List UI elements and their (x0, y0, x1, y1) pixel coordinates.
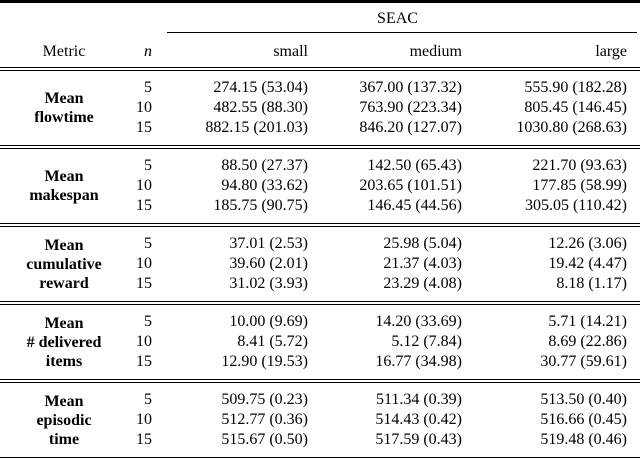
table-row: 15 515.67 (0.50) 517.59 (0.43) 519.48 (0… (0, 430, 640, 459)
cell-medium: 146.45 (44.56) (367, 197, 462, 214)
cell-small: 88.50 (27.37) (221, 157, 308, 174)
table-row: Mean # delivered items 5 10.00 (9.69) 14… (0, 303, 640, 370)
cell-small: 10.00 (9.69) (229, 313, 308, 330)
cell-large: 12.26 (3.06) (548, 235, 627, 252)
cell-small: 482.55 (88.30) (213, 99, 308, 116)
seac-underline-rule (167, 32, 637, 33)
cell-large: 305.05 (110.42) (524, 197, 627, 214)
table-row: 10 512.77 (0.36) 514.43 (0.42) 516.66 (0… (0, 410, 640, 430)
cell-large: 5.71 (14.21) (548, 313, 627, 330)
cell-medium: 14.20 (33.69) (375, 313, 462, 330)
n-value: 15 (136, 353, 152, 370)
table-row: Mean cumulative reward 5 37.01 (2.53) 25… (0, 225, 640, 292)
cell-medium: 367.00 (137.32) (359, 79, 462, 96)
seac-group-header: SEAC (155, 2, 640, 33)
cell-small: 94.80 (33.62) (221, 177, 308, 194)
cell-medium: 16.77 (34.98) (375, 353, 462, 370)
cell-medium: 517.59 (0.43) (375, 431, 462, 448)
column-header-small: small (273, 43, 308, 60)
table-row: 15 12.90 (19.53) 16.77 (34.98) 30.77 (59… (0, 352, 640, 381)
n-value: 5 (144, 79, 152, 96)
metric-label: Mean # delivered items (26, 314, 102, 370)
column-header-large: large (595, 43, 627, 60)
metric-label: Mean cumulative reward (26, 236, 102, 292)
metric-label: Mean flowtime (34, 90, 94, 126)
cell-small: 12.90 (19.53) (221, 353, 308, 370)
cell-large: 1030.80 (268.63) (516, 119, 627, 136)
cell-large: 221.70 (93.63) (532, 157, 627, 174)
n-value: 10 (136, 333, 152, 350)
table-row: 15 31.02 (3.93) 23.29 (4.08) 8.18 (1.17) (0, 274, 640, 303)
cell-large: 19.42 (4.47) (548, 255, 627, 272)
n-value: 10 (136, 411, 152, 428)
table-row: Mean episodic time 5 509.75 (0.23) 511.3… (0, 381, 640, 448)
cell-small: 31.02 (3.93) (229, 275, 308, 292)
cell-medium: 23.29 (4.08) (383, 275, 462, 292)
table-header: SEAC Metric n small medium large (0, 2, 640, 69)
table-row: Mean makespan 5 88.50 (27.37) 142.50 (65… (0, 147, 640, 204)
cell-large: 8.69 (22.86) (548, 333, 627, 350)
cell-small: 185.75 (90.75) (213, 197, 308, 214)
column-header-n: n (144, 43, 152, 60)
section-mean-makespan: Mean makespan 5 88.50 (27.37) 142.50 (65… (0, 147, 640, 225)
section-mean-flowtime: Mean flowtime 5 274.15 (53.04) 367.00 (1… (0, 69, 640, 147)
n-value: 10 (136, 255, 152, 272)
section-mean-cumulative-reward: Mean cumulative reward 5 37.01 (2.53) 25… (0, 225, 640, 303)
cell-small: 274.15 (53.04) (213, 79, 308, 96)
n-value: 15 (136, 119, 152, 136)
header-spacer (0, 2, 155, 34)
n-value: 10 (136, 177, 152, 194)
table-row: 15 185.75 (90.75) 146.45 (44.56) 305.05 … (0, 196, 640, 225)
table-row: 15 882.15 (201.03) 846.20 (127.07) 1030.… (0, 118, 640, 147)
n-value: 15 (136, 275, 152, 292)
n-value: 15 (136, 197, 152, 214)
n-value: 5 (144, 313, 152, 330)
column-header-medium: medium (409, 43, 462, 60)
metric-label: Mean episodic time (36, 392, 92, 448)
metric-label: Mean makespan (29, 168, 99, 204)
cell-small: 882.15 (201.03) (205, 119, 308, 136)
cell-small: 8.41 (5.72) (237, 333, 308, 350)
n-value: 5 (144, 235, 152, 252)
cell-small: 515.67 (0.50) (221, 431, 308, 448)
table-row: Mean flowtime 5 274.15 (53.04) 367.00 (1… (0, 69, 640, 126)
column-header-metric: Metric (42, 43, 86, 60)
n-value: 10 (136, 99, 152, 116)
cell-large: 8.18 (1.17) (556, 275, 627, 292)
cell-medium: 142.50 (65.43) (367, 157, 462, 174)
cell-medium: 203.65 (101.51) (359, 177, 462, 194)
cell-large: 519.48 (0.46) (540, 431, 627, 448)
table-row: 10 39.60 (2.01) 21.37 (4.03) 19.42 (4.47… (0, 254, 640, 274)
cell-large: 30.77 (59.61) (540, 353, 627, 370)
n-value: 15 (136, 431, 152, 448)
cell-medium: 763.90 (223.34) (359, 99, 462, 116)
group-header-row: SEAC (0, 2, 640, 34)
seac-group-label: SEAC (377, 10, 418, 27)
cell-medium: 25.98 (5.04) (383, 235, 462, 252)
cell-medium: 21.37 (4.03) (383, 255, 462, 272)
column-header-row: Metric n small medium large (0, 33, 640, 69)
cell-medium: 5.12 (7.84) (391, 333, 462, 350)
cell-large: 805.45 (146.45) (524, 99, 627, 116)
cell-large: 516.66 (0.45) (540, 411, 627, 428)
table-row: 10 8.41 (5.72) 5.12 (7.84) 8.69 (22.86) (0, 332, 640, 352)
cell-small: 37.01 (2.53) (229, 235, 308, 252)
cell-large: 177.85 (58.99) (532, 177, 627, 194)
cell-small: 39.60 (2.01) (229, 255, 308, 272)
cell-large: 555.90 (182.28) (524, 79, 627, 96)
table-row: 10 94.80 (33.62) 203.65 (101.51) 177.85 … (0, 176, 640, 196)
n-value: 5 (144, 157, 152, 174)
cell-small: 512.77 (0.36) (221, 411, 308, 428)
cell-small: 509.75 (0.23) (221, 391, 308, 408)
cell-large: 513.50 (0.40) (540, 391, 627, 408)
section-mean-delivered-items: Mean # delivered items 5 10.00 (9.69) 14… (0, 303, 640, 381)
table-row: 10 482.55 (88.30) 763.90 (223.34) 805.45… (0, 98, 640, 118)
cell-medium: 846.20 (127.07) (359, 119, 462, 136)
n-value: 5 (144, 391, 152, 408)
section-mean-episodic-time: Mean episodic time 5 509.75 (0.23) 511.3… (0, 381, 640, 459)
cell-medium: 514.43 (0.42) (375, 411, 462, 428)
cell-medium: 511.34 (0.39) (375, 391, 462, 408)
